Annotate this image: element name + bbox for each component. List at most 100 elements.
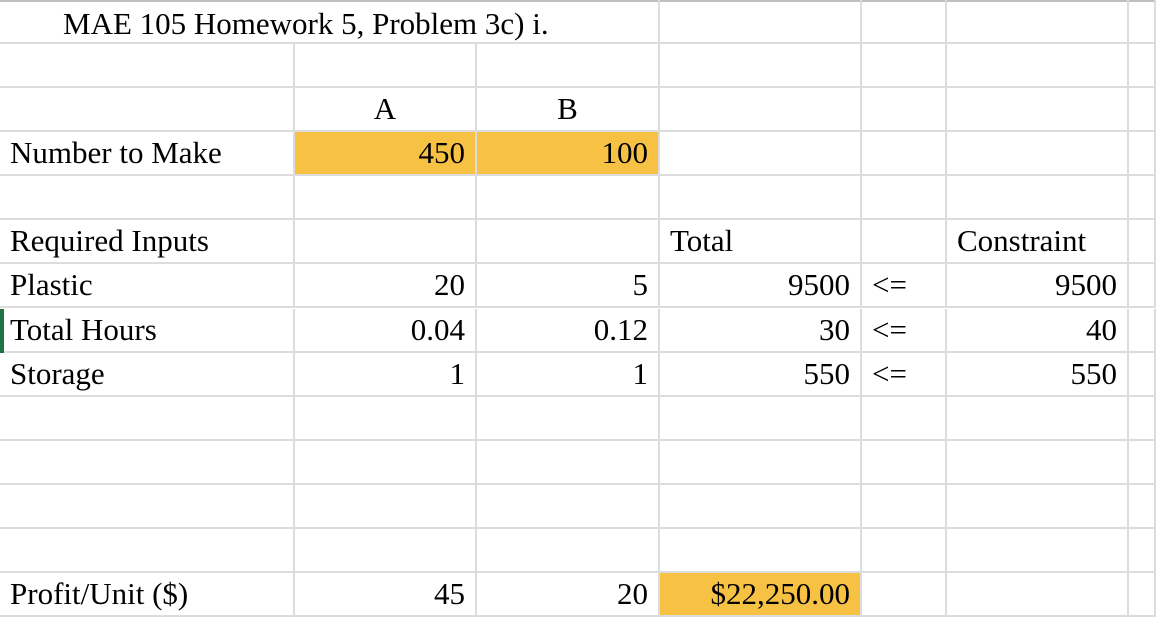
cell[interactable] [1129, 441, 1156, 485]
total-hours-a-cell[interactable]: 0.04 [295, 309, 477, 353]
cell[interactable] [947, 0, 1129, 44]
cell[interactable] [0, 397, 295, 441]
cell[interactable] [947, 44, 1129, 88]
row-empty [0, 529, 1156, 573]
cell[interactable] [477, 44, 660, 88]
cell[interactable] [1129, 220, 1156, 264]
plastic-constraint-cell[interactable]: 9500 [947, 264, 1129, 308]
cell[interactable] [862, 0, 947, 44]
plastic-total-cell[interactable]: 9500 [660, 264, 862, 308]
profit-b-cell[interactable]: 20 [477, 573, 660, 617]
storage-b-cell[interactable]: 1 [477, 353, 660, 397]
total-hours-constraint-cell[interactable]: 40 [947, 309, 1129, 353]
total-header-cell[interactable]: Total [660, 220, 862, 264]
cell[interactable] [0, 441, 295, 485]
cell[interactable] [0, 176, 295, 220]
cell[interactable] [295, 176, 477, 220]
cell[interactable] [660, 485, 862, 529]
cell[interactable] [660, 529, 862, 573]
cell[interactable] [862, 220, 947, 264]
storage-total-cell[interactable]: 550 [660, 353, 862, 397]
profit-a-cell[interactable]: 45 [295, 573, 477, 617]
cell[interactable] [295, 44, 477, 88]
constraint-header-cell[interactable]: Constraint [947, 220, 1129, 264]
cell[interactable] [477, 220, 660, 264]
cell[interactable] [1129, 529, 1156, 573]
cell[interactable] [477, 485, 660, 529]
total-hours-b-cell[interactable]: 0.12 [477, 309, 660, 353]
cell[interactable] [477, 397, 660, 441]
cell[interactable] [1129, 132, 1156, 176]
plastic-label[interactable]: Plastic [0, 264, 295, 308]
cell[interactable] [862, 88, 947, 132]
cell[interactable] [947, 441, 1129, 485]
cell[interactable] [0, 44, 295, 88]
total-hours-label[interactable]: Total Hours [0, 309, 295, 353]
storage-a-cell[interactable]: 1 [295, 353, 477, 397]
cell[interactable] [862, 397, 947, 441]
cell[interactable] [660, 176, 862, 220]
cell[interactable] [947, 397, 1129, 441]
cell[interactable] [295, 529, 477, 573]
cell[interactable] [660, 397, 862, 441]
cell[interactable] [660, 88, 862, 132]
cell[interactable] [862, 529, 947, 573]
cell[interactable] [295, 485, 477, 529]
row-empty [0, 397, 1156, 441]
total-profit-cell[interactable]: $22,250.00 [660, 573, 862, 617]
cell[interactable] [295, 397, 477, 441]
cell[interactable] [1129, 88, 1156, 132]
cell[interactable] [477, 529, 660, 573]
cell[interactable] [862, 573, 947, 617]
cell[interactable] [660, 0, 862, 44]
cell[interactable] [0, 529, 295, 573]
cell[interactable] [862, 485, 947, 529]
number-to-make-a-cell[interactable]: 450 [295, 132, 477, 176]
cell[interactable] [0, 485, 295, 529]
cell[interactable] [947, 88, 1129, 132]
title-cell[interactable]: MAE 105 Homework 5, Problem 3c) i. [0, 0, 660, 44]
required-inputs-label[interactable]: Required Inputs [0, 220, 295, 264]
cell[interactable] [1129, 0, 1156, 44]
storage-operator-cell[interactable]: <= [862, 353, 947, 397]
cell[interactable] [1129, 397, 1156, 441]
cell[interactable] [1129, 309, 1156, 353]
cell[interactable] [1129, 176, 1156, 220]
profit-label[interactable]: Profit/Unit ($) [0, 573, 295, 617]
cell[interactable] [477, 176, 660, 220]
cell[interactable] [862, 132, 947, 176]
header-a-cell[interactable]: A [295, 88, 477, 132]
cell[interactable] [947, 132, 1129, 176]
cell[interactable] [660, 44, 862, 88]
plastic-a-cell[interactable]: 20 [295, 264, 477, 308]
cell[interactable] [1129, 573, 1156, 617]
cell[interactable] [947, 573, 1129, 617]
plastic-operator-cell[interactable]: <= [862, 264, 947, 308]
number-to-make-label[interactable]: Number to Make [0, 132, 295, 176]
total-hours-operator-cell[interactable]: <= [862, 309, 947, 353]
cell[interactable] [862, 176, 947, 220]
cell[interactable] [1129, 485, 1156, 529]
cell[interactable] [660, 441, 862, 485]
cell[interactable] [862, 44, 947, 88]
cell[interactable] [660, 132, 862, 176]
plastic-b-cell[interactable]: 5 [477, 264, 660, 308]
cell[interactable] [295, 220, 477, 264]
cell[interactable] [862, 441, 947, 485]
row-empty [0, 44, 1156, 88]
cell[interactable] [1129, 264, 1156, 308]
cell[interactable] [947, 176, 1129, 220]
row-selection-indicator [0, 309, 4, 353]
cell[interactable] [947, 529, 1129, 573]
cell[interactable] [947, 485, 1129, 529]
cell[interactable] [295, 441, 477, 485]
header-b-cell[interactable]: B [477, 88, 660, 132]
cell[interactable] [477, 441, 660, 485]
total-hours-total-cell[interactable]: 30 [660, 309, 862, 353]
cell[interactable] [0, 88, 295, 132]
number-to-make-b-cell[interactable]: 100 [477, 132, 660, 176]
cell[interactable] [1129, 44, 1156, 88]
storage-constraint-cell[interactable]: 550 [947, 353, 1129, 397]
storage-label[interactable]: Storage [0, 353, 295, 397]
cell[interactable] [1129, 353, 1156, 397]
